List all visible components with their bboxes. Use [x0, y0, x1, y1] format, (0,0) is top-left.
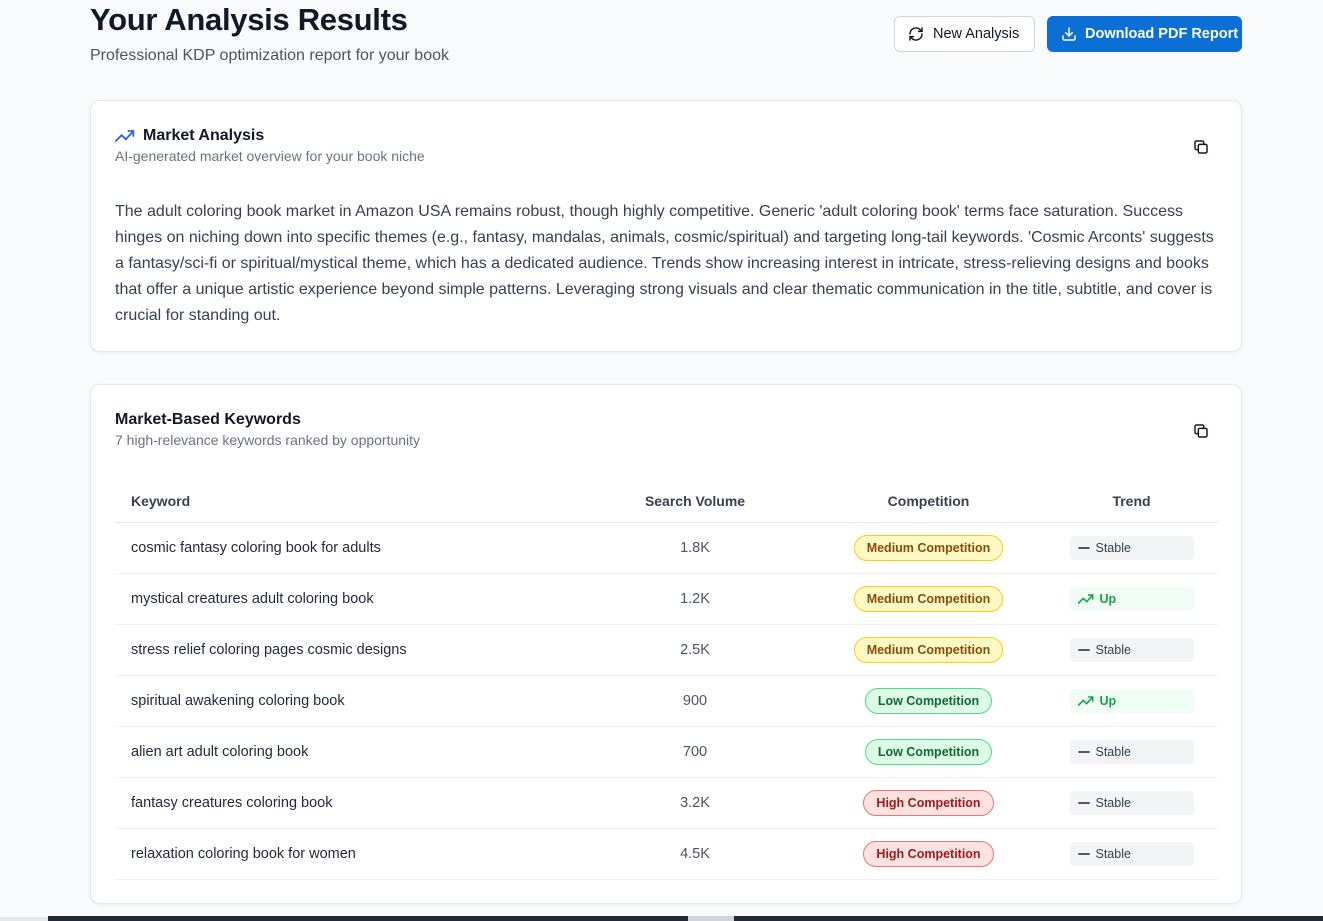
competition-cell: High Competition: [812, 777, 1045, 829]
column-header-search-volume: Search Volume: [578, 481, 812, 523]
copy-analysis-button[interactable]: [1191, 137, 1211, 157]
competition-badge: Medium Competition: [853, 636, 1004, 663]
column-header-competition: Competition: [812, 481, 1045, 523]
competition-cell: Medium Competition: [812, 522, 1045, 574]
table-header-row: Keyword Search Volume Competition Trend: [115, 481, 1218, 523]
search-volume-cell: 700: [578, 726, 812, 778]
trend-badge: Stable: [1069, 790, 1194, 815]
search-volume-cell: 1.2K: [578, 573, 812, 625]
trending-up-icon: [1077, 695, 1094, 707]
scrollbar-thumb[interactable]: [688, 916, 734, 921]
competition-cell: High Competition: [812, 828, 1045, 880]
competition-badge: Low Competition: [864, 687, 993, 714]
competition-badge: Low Competition: [864, 738, 993, 765]
keyword-cell: relaxation coloring book for women: [115, 828, 578, 880]
minus-icon: [1077, 542, 1090, 554]
copy-icon: [1193, 139, 1209, 155]
keyword-cell: stress relief coloring pages cosmic desi…: [115, 624, 578, 676]
trend-cell: Stable: [1045, 624, 1218, 676]
market-analysis-heading: Market Analysis: [115, 127, 264, 145]
trend-label: Up: [1099, 591, 1117, 606]
page-header: Your Analysis Results Professional KDP o…: [90, 0, 1242, 80]
bottom-scrollbar[interactable]: [48, 916, 1323, 921]
search-volume-cell: 1.8K: [578, 522, 812, 574]
trend-cell: Up: [1045, 573, 1218, 625]
trend-label: Stable: [1095, 744, 1131, 759]
competition-badge: High Competition: [863, 789, 994, 816]
download-icon: [1061, 26, 1077, 42]
keyword-cell: fantasy creatures coloring book: [115, 777, 578, 829]
competition-badge: High Competition: [863, 840, 994, 867]
competition-cell: Medium Competition: [812, 624, 1045, 676]
new-analysis-button[interactable]: New Analysis: [894, 16, 1035, 52]
download-pdf-button[interactable]: Download PDF Report: [1047, 16, 1242, 52]
trending-up-icon: [115, 128, 135, 144]
trend-cell: Up: [1045, 675, 1218, 727]
table-row: spiritual awakening coloring book 900 Low …: [115, 675, 1218, 727]
trend-label: Stable: [1095, 540, 1131, 555]
table-row: mystical creatures adult coloring book 1.…: [115, 573, 1218, 625]
trend-cell: Stable: [1045, 726, 1218, 778]
table-row: cosmic fantasy coloring book for adults 1…: [115, 522, 1218, 574]
trend-label: Up: [1099, 693, 1117, 708]
keyword-cell: spiritual awakening coloring book: [115, 675, 578, 727]
search-volume-cell: 900: [578, 675, 812, 727]
trend-cell: Stable: [1045, 828, 1218, 880]
page-subtitle: Professional KDP optimization report for…: [90, 47, 449, 64]
keywords-table: Keyword Search Volume Competition Trend …: [115, 481, 1218, 880]
competition-badge: Medium Competition: [853, 534, 1004, 561]
table-row: alien art adult coloring book 700 Low Comp…: [115, 726, 1218, 778]
keywords-description: 7 high-relevance keywords ranked by oppo…: [115, 432, 421, 448]
table-row: stress relief coloring pages cosmic desi…: [115, 624, 1218, 676]
column-header-keyword: Keyword: [115, 481, 578, 523]
market-analysis-title: Market Analysis: [143, 127, 265, 144]
keyword-cell: mystical creatures adult coloring book: [115, 573, 578, 625]
trending-up-icon: [1077, 593, 1094, 605]
competition-cell: Medium Competition: [812, 573, 1045, 625]
trend-badge: Stable: [1069, 841, 1194, 866]
new-analysis-label: New Analysis: [933, 26, 1020, 42]
refresh-icon: [908, 26, 924, 42]
trend-cell: Stable: [1045, 777, 1218, 829]
trend-badge: Up: [1069, 586, 1194, 611]
copy-icon: [1193, 423, 1209, 439]
column-header-trend: Trend: [1045, 481, 1218, 523]
trend-badge: Up: [1069, 688, 1194, 713]
minus-icon: [1077, 848, 1090, 860]
table-row: fantasy creatures coloring book 3.2K High …: [115, 777, 1218, 829]
competition-badge: Medium Competition: [853, 585, 1004, 612]
minus-icon: [1077, 644, 1090, 656]
page-title: Your Analysis Results: [90, 2, 408, 37]
search-volume-cell: 2.5K: [578, 624, 812, 676]
table-row: relaxation coloring book for women 4.5K Hi…: [115, 828, 1218, 880]
search-volume-cell: 3.2K: [578, 777, 812, 829]
copy-keywords-button[interactable]: [1191, 421, 1211, 441]
search-volume-cell: 4.5K: [578, 828, 812, 880]
market-analysis-description: AI-generated market overview for your bo…: [115, 148, 425, 164]
trend-badge: Stable: [1069, 637, 1194, 662]
trend-cell: Stable: [1045, 522, 1218, 574]
minus-icon: [1077, 797, 1090, 809]
competition-cell: Low Competition: [812, 675, 1045, 727]
market-analysis-card: Market Analysis AI-generated market over…: [90, 100, 1242, 352]
minus-icon: [1077, 746, 1090, 758]
trend-label: Stable: [1095, 642, 1131, 657]
keyword-cell: cosmic fantasy coloring book for adults: [115, 522, 578, 574]
bottom-edge: [0, 917, 48, 921]
trend-badge: Stable: [1069, 739, 1194, 764]
keywords-card: Market-Based Keywords 7 high-relevance k…: [90, 384, 1242, 904]
download-pdf-label: Download PDF Report: [1085, 26, 1239, 42]
trend-badge: Stable: [1069, 535, 1194, 560]
market-analysis-body: The adult coloring book market in Amazon…: [115, 203, 1214, 324]
keywords-table-body: cosmic fantasy coloring book for adults 1…: [115, 522, 1218, 880]
keywords-title: Market-Based Keywords: [115, 411, 301, 428]
trend-label: Stable: [1095, 846, 1131, 861]
keyword-cell: alien art adult coloring book: [115, 726, 578, 778]
competition-cell: Low Competition: [812, 726, 1045, 778]
trend-label: Stable: [1095, 795, 1131, 810]
